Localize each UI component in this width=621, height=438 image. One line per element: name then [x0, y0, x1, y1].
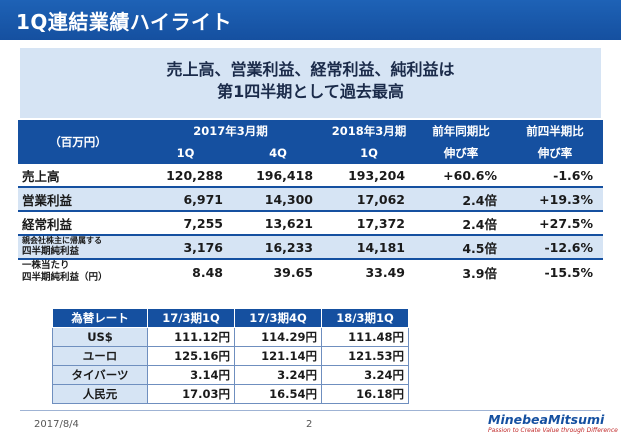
- footer-date: 2017/8/4: [34, 419, 79, 430]
- fy2017-header: 2017年3月期: [138, 120, 324, 142]
- col-1q-2018: 1Q: [323, 142, 416, 164]
- cell-1q-2017: 8.48: [192, 264, 223, 280]
- rate-value: 121.53円: [321, 346, 409, 366]
- table-row: 営業利益 6,971 14,300 17,062 2.4倍 +19.3%: [18, 187, 604, 212]
- rate-value: 16.18円: [321, 384, 409, 404]
- rate-value: 3.24円: [234, 365, 322, 385]
- currency-label: ユーロ: [52, 346, 148, 366]
- cell-1q-2017: 7,255: [138, 211, 233, 236]
- row-label: 営業利益: [18, 187, 138, 212]
- footer-divider: [20, 410, 601, 411]
- rate-header: 為替レート: [52, 308, 148, 328]
- rate-col-2: 17/3期4Q: [234, 308, 322, 328]
- row-label-line-2: 四半期純利益: [22, 246, 80, 257]
- rate-value: 17.03円: [147, 384, 235, 404]
- rate-value: 3.14円: [147, 365, 235, 385]
- row-label: 親会社株主に帰属する 四半期純利益: [18, 235, 138, 260]
- exchange-rate-table: 為替レート 17/3期1Q 17/3期4Q 18/3期1Q US$ 111.12…: [52, 308, 409, 404]
- qoq-header: 前四半期比: [507, 120, 604, 142]
- cell-1q-2017: 6,971: [138, 187, 233, 212]
- cell-yoy: 2.4倍: [415, 211, 508, 236]
- rate-value: 114.29円: [234, 327, 322, 347]
- results-table: （百万円） 2017年3月期 2018年3月期 前年同期比 前四半期比 1Q 4…: [18, 120, 604, 284]
- cell-4q-2017: 14,300: [233, 187, 324, 212]
- cell-qoq: +19.3%: [507, 187, 604, 212]
- rate-row: タイバーツ 3.14円 3.24円 3.24円: [52, 365, 409, 385]
- rate-value: 16.54円: [234, 384, 322, 404]
- rate-value: 125.16円: [147, 346, 235, 366]
- header-row-2: 1Q 4Q 1Q 伸び率 伸び率: [18, 142, 604, 164]
- rate-row: ユーロ 125.16円 121.14円 121.53円: [52, 346, 409, 366]
- table-row: 一株当たり 四半期純利益（円） 8.48 39.65 33.49 3.9倍 -1…: [18, 259, 603, 284]
- cell-1q-2018: 33.49: [365, 264, 406, 280]
- cell-qoq: +27.5%: [507, 211, 604, 236]
- header-row-1: （百万円） 2017年3月期 2018年3月期 前年同期比 前四半期比: [18, 120, 604, 164]
- table-row: 経常利益 7,255 13,621 17,372 2.4倍 +27.5%: [18, 211, 604, 236]
- currency-label: 人民元: [52, 384, 148, 404]
- slide-title-bar: 1Q連結業績ハイライト: [0, 0, 621, 40]
- rate-row: US$ 111.12円 114.29円 111.48円: [52, 327, 409, 347]
- cell-1q-2018: 17,062: [323, 187, 416, 212]
- table-row: 親会社株主に帰属する 四半期純利益 3,176 16,233 14,181 4.…: [18, 235, 604, 260]
- unit-header: （百万円）: [18, 120, 138, 164]
- row-label-line-2: 四半期純利益（円）: [22, 272, 108, 283]
- cell-yoy: 4.5倍: [415, 235, 508, 260]
- headline-line-1: 売上高、営業利益、経常利益、純利益は: [166, 60, 455, 79]
- row-label: 経常利益: [18, 211, 138, 236]
- page-number: 2: [306, 419, 313, 430]
- rate-col-1: 17/3期1Q: [147, 308, 235, 328]
- logo-text: MinebeaMitsumi: [488, 412, 605, 427]
- yoy-header: 前年同期比: [415, 120, 508, 142]
- rate-col-3: 18/3期1Q: [321, 308, 409, 328]
- rate-value: 111.12円: [147, 327, 235, 347]
- table-row: 売上高 120,288 196,418 193,204 +60.6% -1.6%: [18, 164, 604, 188]
- cell-1q-2018: 17,372: [323, 211, 416, 236]
- rate-header-row: 為替レート 17/3期1Q 17/3期4Q 18/3期1Q: [52, 308, 409, 328]
- cell-1q-2018: 14,181: [323, 235, 416, 260]
- row-label: 一株当たり 四半期純利益（円）: [18, 259, 138, 284]
- yoy-sub-header: 伸び率: [415, 142, 508, 164]
- cell-yoy: +60.6%: [415, 164, 508, 188]
- qoq-sub-header: 伸び率: [507, 142, 604, 164]
- currency-label: US$: [52, 327, 148, 347]
- col-4q-2017: 4Q: [233, 142, 324, 164]
- cell-1q-2017: 3,176: [138, 235, 233, 260]
- cell-yoy: 2.4倍: [415, 187, 508, 212]
- cell-qoq: -1.6%: [507, 164, 604, 188]
- fy2018-header: 2018年3月期: [323, 120, 416, 142]
- cell-1q-2017: 120,288: [138, 164, 233, 188]
- row-label: 売上高: [18, 164, 138, 188]
- cell-4q-2017: 13,621: [233, 211, 324, 236]
- cell-4q-2017: 196,418: [233, 164, 324, 188]
- col-1q-2017: 1Q: [138, 142, 233, 164]
- slide-title: 1Q連結業績ハイライト: [16, 10, 233, 34]
- rate-value: 3.24円: [321, 365, 409, 385]
- cell-qoq: -12.6%: [507, 235, 604, 260]
- rate-value: 111.48円: [321, 327, 409, 347]
- row-label-line-1: 一株当たり: [22, 260, 70, 271]
- cell-4q-2017: 39.65: [273, 264, 314, 280]
- cell-1q-2018: 193,204: [323, 164, 416, 188]
- row-label-line-1: 親会社株主に帰属する: [22, 236, 102, 245]
- logo-tagline: Passion to Create Value through Differen…: [488, 427, 618, 434]
- rate-value: 121.14円: [234, 346, 322, 366]
- headline-line-2: 第1四半期として過去最高: [217, 82, 404, 101]
- cell-yoy: 3.9倍: [462, 265, 498, 281]
- company-logo: MinebeaMitsumi Passion to Create Value t…: [488, 413, 618, 435]
- rate-row: 人民元 17.03円 16.54円 16.18円: [52, 384, 409, 404]
- cell-qoq: -15.5%: [544, 264, 594, 280]
- cell-4q-2017: 16,233: [233, 235, 324, 260]
- headline-box: 売上高、営業利益、経常利益、純利益は 第1四半期として過去最高: [20, 48, 601, 118]
- currency-label: タイバーツ: [52, 365, 148, 385]
